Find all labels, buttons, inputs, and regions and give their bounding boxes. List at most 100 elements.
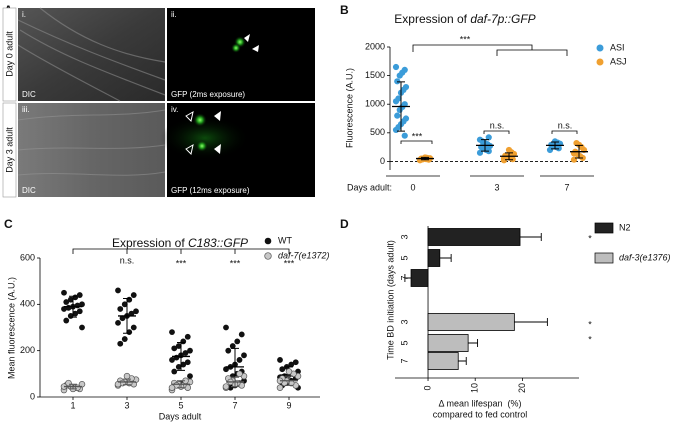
row-label-box	[2, 7, 17, 102]
data-point	[238, 331, 245, 338]
data-point	[61, 306, 67, 312]
annotation: n.s.	[120, 255, 135, 265]
error-bar	[439, 254, 452, 262]
micrograph	[17, 7, 166, 102]
legend-label: daf-3(e1376)	[619, 252, 671, 262]
x-tick-label: 0	[410, 182, 415, 192]
data-point	[292, 359, 299, 366]
x-tick-label: 20	[517, 383, 527, 393]
data-point	[168, 384, 176, 391]
data-point	[236, 357, 243, 363]
legend-swatch	[594, 222, 614, 234]
error-bar	[404, 274, 412, 282]
y-tick-label: 5	[399, 255, 409, 260]
bar	[410, 269, 429, 287]
legend-marker	[264, 237, 272, 245]
y-tick-label: 0	[380, 156, 385, 166]
data-point	[63, 299, 70, 305]
data-point	[169, 329, 175, 336]
row-label-box	[2, 102, 17, 198]
x-tick-label: 5	[178, 400, 183, 410]
sd-bar	[575, 144, 583, 159]
image-caption: GFP (12ms exposure)	[171, 186, 250, 195]
x-tick-label: 1	[70, 400, 75, 410]
data-point	[76, 292, 83, 298]
annotation: ***	[230, 258, 241, 268]
x-tick-label: 7	[232, 400, 237, 410]
y-tick-label: 5	[399, 340, 409, 345]
data-point	[117, 340, 124, 347]
data-point	[223, 366, 229, 373]
panel-label: C	[4, 217, 13, 231]
sd-bar	[481, 139, 489, 152]
y-tick-label: 500	[370, 127, 385, 137]
title-part: C183::GFP	[188, 236, 248, 250]
data-point	[76, 308, 83, 315]
data-point	[123, 372, 131, 380]
data-point	[277, 357, 283, 363]
data-point	[182, 350, 189, 356]
sd-bar	[123, 298, 131, 334]
data-point	[175, 363, 182, 370]
error-bar	[458, 357, 467, 365]
data-point	[476, 136, 484, 143]
sd-bar	[231, 376, 239, 388]
annotation: n.s.	[490, 120, 505, 130]
x-tick-label: 7	[564, 182, 569, 192]
data-point	[396, 72, 403, 79]
annotation: *	[588, 319, 592, 329]
data-point	[394, 78, 401, 85]
data-point	[401, 132, 408, 139]
bar	[427, 249, 441, 267]
data-point	[63, 317, 70, 324]
y-tick-label: 1500	[365, 70, 385, 80]
image-numeral: iv.	[171, 105, 178, 114]
image-numeral: iii.	[22, 105, 30, 114]
x-tick-label: 9	[286, 400, 291, 410]
data-point	[396, 106, 403, 114]
sd-bar	[421, 156, 429, 161]
title-part: Expression of	[112, 236, 188, 250]
data-point	[180, 361, 187, 368]
row-label: Day 3 adult	[4, 127, 14, 173]
data-point	[288, 361, 295, 368]
x-tick-label: 10	[470, 383, 480, 393]
data-point	[115, 319, 121, 326]
y-axis-label: Fluorescence (A.U.)	[344, 68, 354, 148]
sd-bar	[397, 81, 405, 132]
data-point	[119, 315, 126, 322]
legend-marker	[596, 44, 604, 52]
sd-bar	[551, 141, 559, 150]
sd-bar	[123, 378, 131, 386]
annotation: ***	[176, 258, 187, 268]
x-axis-label: Days adult:	[347, 182, 392, 192]
x-tick-label: 0	[422, 385, 432, 390]
data-point	[285, 368, 293, 375]
annotation: ***	[412, 131, 423, 141]
brackets	[72, 44, 578, 254]
data-point	[505, 146, 513, 154]
y-tick-label: 0	[30, 391, 35, 401]
error-bar	[468, 339, 479, 347]
image-numeral: ii.	[171, 10, 177, 19]
x-tick-label: 3	[494, 182, 499, 192]
annotation: *	[588, 334, 592, 344]
title-part: daf-7p::GFP	[470, 12, 535, 26]
data-point	[223, 324, 229, 331]
title-part: Expression of	[394, 12, 470, 26]
x-axis-label: Δ mean lifespan (%)	[438, 398, 521, 408]
sd-bar	[505, 152, 513, 161]
image-caption: DIC	[22, 186, 36, 195]
micrograph	[160, 103, 315, 197]
sd-bar	[177, 342, 185, 371]
annotation: ***	[460, 34, 471, 44]
data-point	[187, 373, 193, 380]
data-point	[171, 368, 178, 375]
y-axis-label: Time BD initiation (days adult)	[385, 240, 395, 360]
legend-marker	[264, 252, 272, 260]
x-axis-label: Days adult	[159, 411, 202, 421]
y-tick-label: 200	[20, 345, 35, 355]
y-tick-label: 2000	[365, 41, 385, 51]
data-point	[222, 383, 230, 390]
